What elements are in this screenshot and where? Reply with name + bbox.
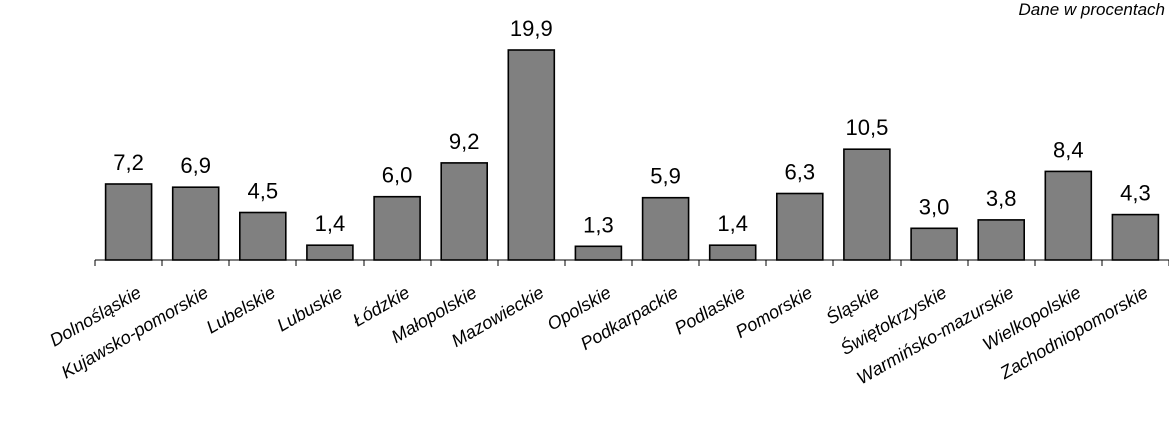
bar xyxy=(977,219,1026,261)
data-label: 10,5 xyxy=(845,115,888,140)
x-tick-label: Lubuskie xyxy=(273,282,345,335)
data-label: 1,4 xyxy=(717,211,748,236)
bar xyxy=(507,49,556,261)
bar xyxy=(440,162,489,261)
bar xyxy=(641,196,690,261)
bar xyxy=(843,148,891,261)
data-label: 19,9 xyxy=(510,16,553,41)
x-tick-label: Pomorskie xyxy=(732,282,816,342)
bar xyxy=(1111,213,1160,261)
bar xyxy=(775,192,824,261)
data-label: 6,0 xyxy=(382,163,413,188)
data-label: 9,2 xyxy=(449,129,480,154)
bar xyxy=(306,244,354,261)
bar xyxy=(104,183,153,261)
data-label: 4,5 xyxy=(248,179,279,204)
unit-note: Dane w procentach xyxy=(1018,0,1165,19)
x-tick-label: Lubelskie xyxy=(203,282,279,337)
bar xyxy=(373,195,421,261)
data-label: 6,9 xyxy=(180,153,211,178)
bar xyxy=(1044,170,1093,261)
data-label: 3,0 xyxy=(919,194,950,219)
data-label: 8,4 xyxy=(1053,137,1084,162)
bar xyxy=(171,186,220,261)
data-label: 7,2 xyxy=(113,150,144,175)
data-label: 5,9 xyxy=(650,164,681,189)
bar xyxy=(910,227,958,261)
data-label: 6,3 xyxy=(785,160,816,185)
data-label: 1,3 xyxy=(583,212,614,237)
bar xyxy=(574,245,623,261)
bar xyxy=(239,211,287,261)
data-label: 3,8 xyxy=(986,186,1017,211)
bar xyxy=(708,244,757,261)
data-label: 1,4 xyxy=(315,211,346,236)
data-label: 4,3 xyxy=(1120,181,1151,206)
